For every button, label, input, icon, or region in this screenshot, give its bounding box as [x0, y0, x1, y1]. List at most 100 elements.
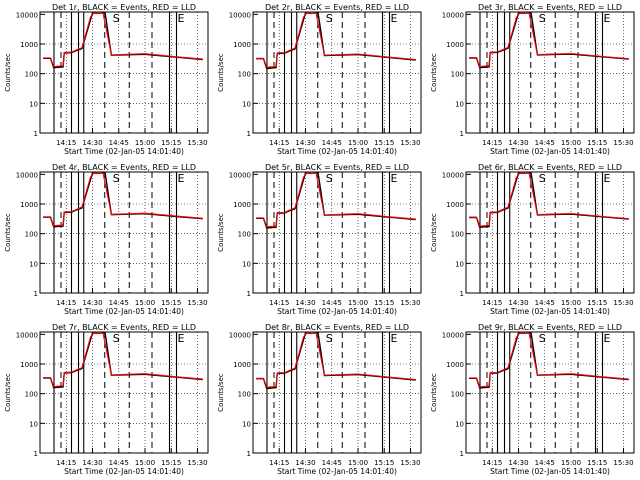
marker-letter: S	[539, 172, 546, 185]
x-tick-label: 14:45	[109, 459, 129, 467]
marker-letter: E	[391, 332, 398, 345]
y-tick-label: 1000	[233, 41, 251, 49]
chart-panel: 1 10 100 1000 10000 14:15 14:30 14:45 15:00 15:15…	[4, 323, 209, 476]
x-tick-label: 14:45	[535, 299, 555, 307]
x-tick-label: 14:45	[109, 299, 129, 307]
y-axis-label: Counts/sec	[430, 373, 438, 412]
chart-panel: 1 10 100 1000 10000 14:15 14:30 14:45 15:00 15:15…	[217, 323, 422, 476]
plot-frame	[465, 171, 635, 294]
y-axis-label: Counts/sec	[430, 213, 438, 252]
y-tick-label: 10000	[16, 331, 38, 339]
y-tick-label: 10000	[229, 171, 251, 179]
y-tick-label: 1	[460, 450, 464, 458]
x-axis-label: Start Time (02-Jan-05 14:01:40)	[277, 147, 397, 156]
panel-title: Det 2r, BLACK = Events, RED = LLD	[265, 3, 409, 12]
marker-letter: E	[178, 12, 185, 25]
panel-title: Det 6r, BLACK = Events, RED = LLD	[478, 163, 622, 172]
x-tick-label: 14:15	[269, 299, 289, 307]
plot-frame	[252, 171, 422, 294]
marker-letter: E	[391, 172, 398, 185]
x-axis-label: Start Time (02-Jan-05 14:01:40)	[64, 467, 184, 476]
lld-series-line	[43, 332, 203, 388]
x-tick-label: 14:30	[295, 299, 315, 307]
plot-frame	[252, 11, 422, 134]
plot-frame	[252, 331, 422, 454]
x-tick-label: 15:15	[374, 139, 394, 147]
x-axis-label: Start Time (02-Jan-05 14:01:40)	[490, 307, 610, 316]
y-tick-label: 10000	[16, 171, 38, 179]
x-axis-label: Start Time (02-Jan-05 14:01:40)	[277, 467, 397, 476]
chart-panel: 1 10 100 1000 10000 14:15 14:30 14:45 15:00 15:15…	[4, 3, 209, 156]
y-tick-label: 100	[451, 391, 464, 399]
x-tick-label: 14:15	[482, 139, 502, 147]
chart-panel: 1 10 100 1000 10000 14:15 14:30 14:45 15:00 15:15…	[430, 3, 635, 156]
y-tick-label: 1	[34, 290, 38, 298]
x-tick-label: 14:30	[82, 139, 102, 147]
panel-title: Det 7r, BLACK = Events, RED = LLD	[52, 323, 196, 332]
y-tick-label: 10000	[16, 11, 38, 19]
lld-series-line	[43, 12, 203, 68]
y-tick-label: 10000	[442, 331, 464, 339]
chart-panel: 1 10 100 1000 10000 14:15 14:30 14:45 15:00 15:15…	[217, 3, 422, 156]
x-tick-label: 15:15	[161, 459, 181, 467]
y-tick-label: 1	[34, 450, 38, 458]
y-tick-label: 1	[247, 290, 251, 298]
y-tick-label: 1000	[446, 201, 464, 209]
x-tick-label: 14:45	[535, 459, 555, 467]
marker-letter: E	[604, 172, 611, 185]
lld-series-line	[256, 172, 416, 228]
y-tick-label: 100	[25, 231, 38, 239]
y-tick-label: 100	[25, 71, 38, 79]
y-tick-label: 1	[460, 290, 464, 298]
panel-title: Det 3r, BLACK = Events, RED = LLD	[478, 3, 622, 12]
y-axis-label: Counts/sec	[430, 53, 438, 92]
lld-series-line	[43, 172, 203, 227]
marker-letter: S	[113, 12, 120, 25]
y-tick-label: 1	[34, 130, 38, 138]
x-axis-label: Start Time (02-Jan-05 14:01:40)	[490, 467, 610, 476]
lld-series-line	[469, 12, 629, 68]
y-tick-label: 1000	[446, 361, 464, 369]
y-tick-label: 10	[455, 420, 464, 428]
x-tick-label: 14:45	[322, 459, 342, 467]
x-tick-label: 15:00	[561, 139, 581, 147]
y-axis-label: Counts/sec	[217, 53, 225, 92]
x-tick-label: 15:15	[374, 459, 394, 467]
x-tick-label: 15:00	[348, 459, 368, 467]
x-tick-label: 14:30	[508, 299, 528, 307]
x-tick-label: 15:15	[161, 299, 181, 307]
x-tick-label: 14:15	[56, 299, 76, 307]
x-tick-label: 15:30	[613, 459, 633, 467]
marker-letter: S	[326, 12, 333, 25]
chart-panel: 1 10 100 1000 10000 14:15 14:30 14:45 15:00 15:15…	[217, 163, 422, 316]
x-tick-label: 14:15	[56, 459, 76, 467]
marker-letter: S	[113, 172, 120, 185]
x-tick-label: 14:45	[322, 299, 342, 307]
x-tick-label: 15:00	[348, 139, 368, 147]
y-tick-label: 1000	[20, 361, 38, 369]
y-tick-label: 1	[460, 130, 464, 138]
x-tick-label: 15:30	[187, 459, 207, 467]
y-tick-label: 1000	[233, 201, 251, 209]
chart-panel: 1 10 100 1000 10000 14:15 14:30 14:45 15:00 15:15…	[430, 163, 635, 316]
chart-panel: 1 10 100 1000 10000 14:15 14:30 14:45 15:00 15:15…	[4, 163, 209, 316]
lld-series-line	[256, 12, 416, 68]
marker-letter: E	[604, 332, 611, 345]
panel-title: Det 5r, BLACK = Events, RED = LLD	[265, 163, 409, 172]
x-axis-label: Start Time (02-Jan-05 14:01:40)	[64, 307, 184, 316]
panel-title: Det 4r, BLACK = Events, RED = LLD	[52, 163, 196, 172]
marker-letter: S	[326, 332, 333, 345]
x-tick-label: 14:15	[482, 299, 502, 307]
x-axis-label: Start Time (02-Jan-05 14:01:40)	[64, 147, 184, 156]
x-tick-label: 14:15	[56, 139, 76, 147]
plot-frame	[39, 11, 209, 134]
x-tick-label: 14:15	[482, 459, 502, 467]
y-tick-label: 100	[25, 391, 38, 399]
y-tick-label: 10	[455, 260, 464, 268]
chart-panel: 1 10 100 1000 10000 14:15 14:30 14:45 15:00 15:15…	[430, 323, 635, 476]
x-tick-label: 15:15	[587, 459, 607, 467]
marker-letter: E	[604, 12, 611, 25]
x-axis-label: Start Time (02-Jan-05 14:01:40)	[277, 307, 397, 316]
y-tick-label: 1	[247, 450, 251, 458]
